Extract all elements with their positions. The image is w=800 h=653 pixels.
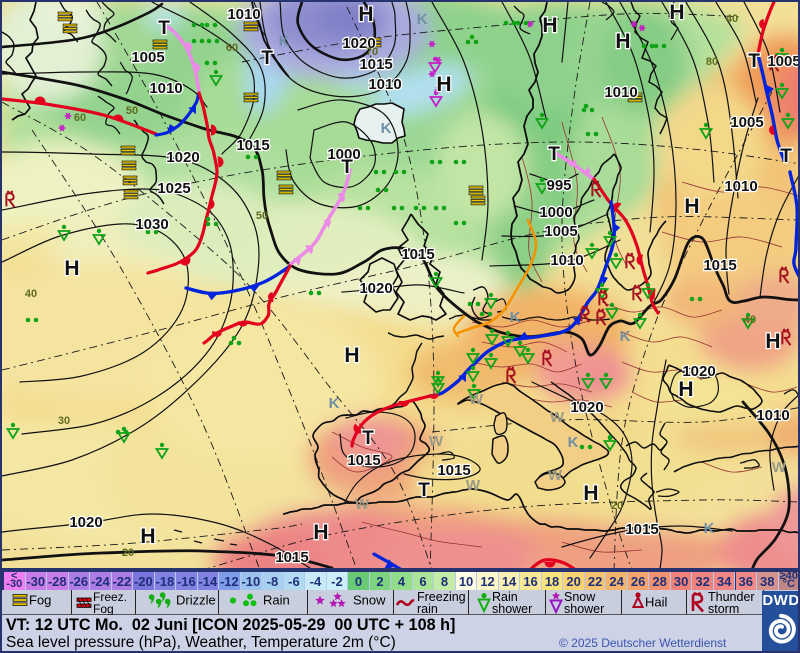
- svg-text:40: 40: [25, 288, 37, 300]
- svg-text:T: T: [362, 428, 374, 449]
- svg-text:60: 60: [226, 42, 238, 54]
- svg-text:1005: 1005: [544, 223, 577, 240]
- svg-text:20: 20: [611, 500, 623, 512]
- svg-text:1015: 1015: [703, 257, 736, 274]
- svg-text:1020: 1020: [342, 35, 375, 52]
- svg-text:1015: 1015: [359, 56, 392, 73]
- svg-text:70: 70: [366, 46, 378, 58]
- svg-text:1005: 1005: [730, 114, 763, 131]
- svg-text:W: W: [548, 467, 563, 484]
- svg-text:1015: 1015: [401, 246, 434, 263]
- svg-text:W: W: [550, 409, 565, 426]
- svg-text:W: W: [469, 391, 484, 408]
- svg-text:T: T: [341, 157, 353, 178]
- svg-text:1010: 1010: [550, 252, 583, 269]
- svg-text:H: H: [615, 30, 630, 53]
- svg-text:1015: 1015: [236, 137, 269, 154]
- svg-text:50: 50: [256, 210, 268, 222]
- svg-text:1005: 1005: [131, 49, 164, 66]
- svg-text:H: H: [765, 330, 780, 353]
- svg-text:1000: 1000: [539, 204, 572, 221]
- svg-text:995: 995: [546, 177, 571, 194]
- svg-text:H: H: [542, 14, 557, 37]
- svg-text:1000: 1000: [327, 146, 360, 163]
- svg-text:H: H: [140, 525, 155, 548]
- svg-text:40: 40: [726, 13, 738, 25]
- svg-text:T: T: [158, 18, 170, 39]
- svg-text:1020: 1020: [69, 514, 102, 531]
- svg-text:1010: 1010: [368, 76, 401, 93]
- svg-text:40: 40: [744, 314, 756, 326]
- svg-text:80: 80: [706, 56, 718, 68]
- svg-text:K: K: [381, 120, 392, 137]
- svg-text:1010: 1010: [724, 178, 757, 195]
- svg-text:H: H: [678, 378, 693, 401]
- svg-text:1010: 1010: [227, 6, 260, 23]
- svg-text:H: H: [358, 3, 373, 26]
- svg-text:T: T: [548, 144, 560, 165]
- svg-text:K: K: [620, 328, 631, 345]
- svg-text:K: K: [417, 11, 428, 28]
- svg-text:50: 50: [126, 105, 138, 117]
- svg-text:H: H: [64, 257, 79, 280]
- svg-text:H: H: [684, 195, 699, 218]
- svg-text:1015: 1015: [275, 549, 308, 566]
- svg-text:K: K: [329, 395, 340, 412]
- svg-text:W: W: [772, 459, 787, 476]
- svg-text:1010: 1010: [604, 84, 637, 101]
- svg-text:1020: 1020: [359, 280, 392, 297]
- svg-text:H: H: [669, 2, 684, 24]
- svg-text:T: T: [780, 146, 792, 167]
- svg-text:1015: 1015: [437, 462, 470, 479]
- svg-text:1005: 1005: [767, 53, 800, 70]
- svg-text:30: 30: [58, 415, 70, 427]
- svg-text:1020: 1020: [682, 363, 715, 380]
- svg-text:H: H: [313, 521, 328, 544]
- svg-text:K: K: [568, 434, 579, 451]
- svg-text:20: 20: [122, 547, 134, 559]
- svg-text:K: K: [510, 309, 521, 326]
- svg-text:1025: 1025: [157, 180, 190, 197]
- svg-text:1020: 1020: [166, 149, 199, 166]
- svg-text:1015: 1015: [347, 452, 380, 469]
- svg-text:W: W: [466, 477, 481, 494]
- svg-text:1010: 1010: [756, 407, 789, 424]
- svg-text:H: H: [583, 482, 598, 505]
- svg-text:1015: 1015: [625, 521, 658, 538]
- svg-text:W: W: [429, 433, 444, 450]
- svg-text:T: T: [748, 51, 760, 72]
- svg-text:60: 60: [74, 112, 86, 124]
- svg-text:H: H: [436, 73, 451, 96]
- svg-text:K: K: [704, 520, 715, 537]
- svg-text:T: T: [418, 480, 430, 501]
- svg-text:1020: 1020: [570, 399, 603, 416]
- svg-text:T: T: [261, 48, 273, 69]
- svg-text:K: K: [279, 33, 290, 50]
- svg-text:H: H: [344, 344, 359, 367]
- svg-text:W: W: [355, 496, 370, 513]
- svg-text:1030: 1030: [135, 216, 168, 233]
- svg-text:1010: 1010: [149, 80, 182, 97]
